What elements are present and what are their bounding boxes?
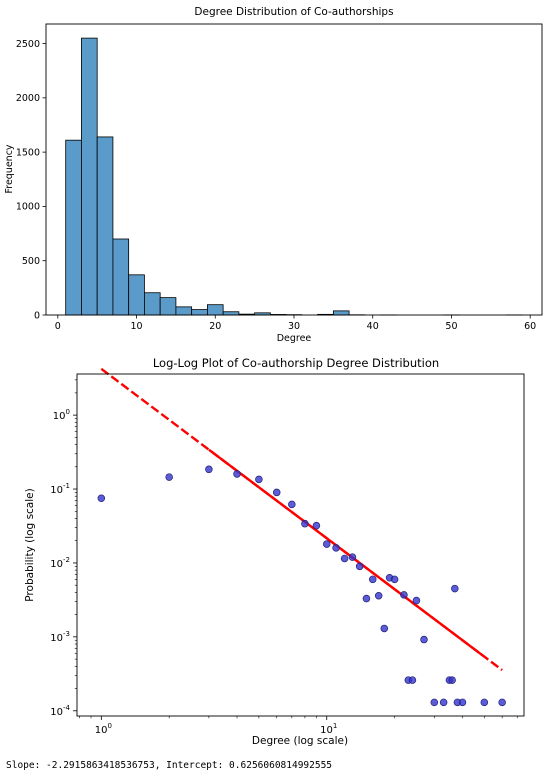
histogram-bar <box>112 238 130 316</box>
histogram-bar <box>81 37 98 316</box>
scatter-point <box>332 544 340 552</box>
scatter-point <box>380 624 389 633</box>
histogram-bar <box>222 311 240 316</box>
loglog-x-label: Degree (log scale) <box>252 735 348 747</box>
loglog-y-label: Probability (log scale) <box>24 488 36 601</box>
y-tick-label: 0 <box>34 310 40 321</box>
y-tick-label: 2000 <box>16 93 40 104</box>
histogram-x-label: Degree <box>277 333 312 344</box>
scatter-point <box>165 473 173 481</box>
scatter-point <box>390 575 399 584</box>
scatter-point <box>412 596 421 605</box>
scatter-point <box>430 698 439 707</box>
x-tick-label: 50 <box>445 321 457 332</box>
y-tick-label: 10-4 <box>50 704 70 718</box>
histogram-bar <box>206 304 224 316</box>
histogram-bar <box>175 306 193 316</box>
scatter-point <box>420 635 428 644</box>
x-tick-label: 60 <box>524 321 536 332</box>
x-tick-label: 100 <box>95 722 112 736</box>
scatter-point <box>233 470 241 478</box>
scatter-point <box>288 500 296 509</box>
y-tick-label: 500 <box>22 256 40 267</box>
scatter-point <box>458 698 467 707</box>
histogram-bar <box>128 274 145 316</box>
histogram-bar <box>144 292 161 316</box>
scatter-point <box>400 591 408 599</box>
scatter-point <box>312 521 321 530</box>
scatter-point <box>408 676 417 684</box>
y-tick-label: 10-3 <box>50 630 70 644</box>
regression-caption: Slope: -2.2915863418536753, Intercept: 0… <box>6 760 333 771</box>
x-tick-label: 101 <box>320 722 337 736</box>
scatter-point <box>451 584 459 593</box>
scatter-point <box>301 519 309 528</box>
x-tick-label: 40 <box>367 321 379 332</box>
scatter-point <box>448 676 456 684</box>
x-tick-label: 20 <box>209 321 221 332</box>
histogram-bar <box>96 136 114 316</box>
scatter-point <box>255 475 263 484</box>
histogram-title: Degree Distribution of Co-authorships <box>194 6 393 18</box>
x-tick-label: 10 <box>130 321 142 332</box>
histogram-x-ticks: 0 10 20 30 40 50 60 <box>55 315 536 332</box>
histogram-bar <box>191 309 208 316</box>
scatter-point <box>348 553 357 561</box>
scatter-point <box>272 488 281 497</box>
scatter-point <box>480 698 489 707</box>
scatter-point <box>97 494 106 503</box>
histogram-bar <box>159 297 177 316</box>
y-tick-label: 100 <box>53 408 70 422</box>
histogram-y-ticks: 0 500 1000 1500 2000 2500 <box>16 39 46 321</box>
fit-line <box>208 448 486 658</box>
scatter-point <box>369 575 377 584</box>
scatter-point <box>498 698 506 707</box>
y-tick-label: 1000 <box>16 202 40 213</box>
loglog-scatter-chart: Log-Log Plot of Co-authorship Degree Dis… <box>24 356 525 747</box>
histogram-bar <box>65 139 82 316</box>
scatter-point <box>362 594 371 603</box>
histogram-bar <box>332 310 350 316</box>
loglog-y-ticks: 10-4 10-3 10-2 10-1 100 <box>50 379 77 718</box>
fit-line-group <box>100 367 503 672</box>
y-tick-label: 10-2 <box>50 556 70 570</box>
y-tick-label: 2500 <box>16 39 40 50</box>
scatter-point <box>374 591 383 600</box>
scatter-point <box>439 698 448 707</box>
degree-histogram: Degree Distribution of Co-authorships 0 1… <box>4 6 543 344</box>
loglog-title: Log-Log Plot of Co-authorship Degree Dis… <box>153 356 439 370</box>
histogram-bars <box>65 37 523 316</box>
histogram-y-label: Frequency <box>4 144 15 193</box>
y-tick-label: 10-1 <box>50 482 70 496</box>
scatter-points <box>97 465 506 707</box>
x-tick-label: 30 <box>288 321 300 332</box>
scatter-point <box>340 554 349 563</box>
x-tick-label: 0 <box>55 321 61 332</box>
y-tick-label: 1500 <box>16 147 40 158</box>
scatter-point <box>205 465 213 474</box>
loglog-x-ticks: 100 101 <box>79 716 518 736</box>
loglog-axes-frame <box>76 373 525 717</box>
scatter-point <box>355 562 364 571</box>
scatter-point <box>322 540 331 548</box>
histogram-axes-frame <box>45 23 543 316</box>
